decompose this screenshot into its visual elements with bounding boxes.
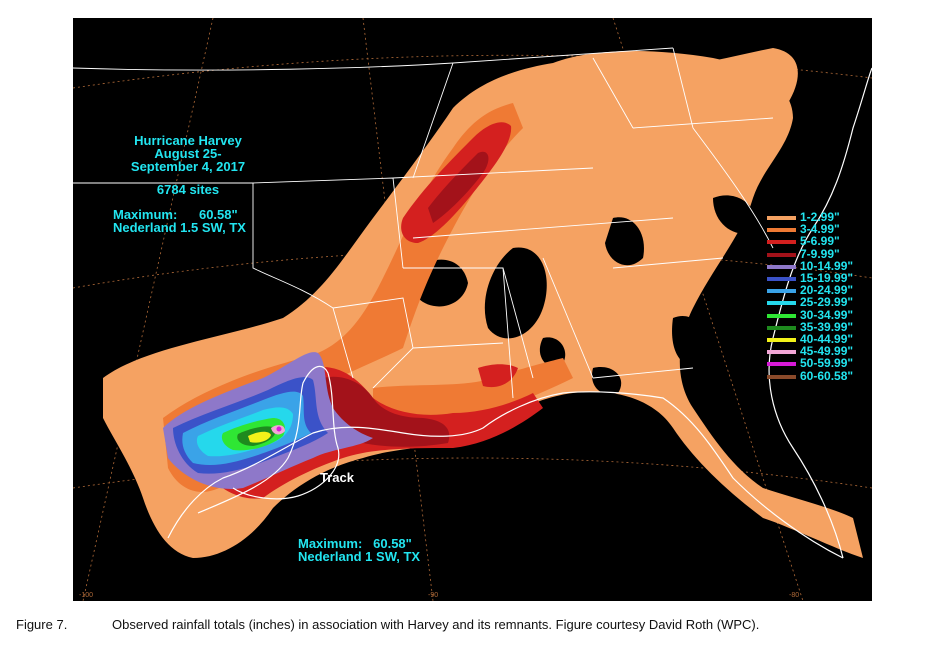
legend-swatch <box>767 362 796 367</box>
legend-item: 1-2.99" <box>767 210 872 224</box>
legend-label: 50-59.99" <box>800 356 854 371</box>
legend-item: 20-24.99" <box>767 283 872 298</box>
map-title: Hurricane Harvey August 25- September 4,… <box>113 134 263 173</box>
legend-item: 40-44.99" <box>767 332 872 346</box>
legend-label: 40-44.99" <box>800 332 854 346</box>
rain-band-3-5-gulf <box>373 358 573 434</box>
rain-band-5-7-al <box>478 364 518 388</box>
legend-item: 45-49.99" <box>767 344 872 359</box>
legend-swatch <box>767 325 796 330</box>
maximum-bottom-line-1: Maximum: 60.58" <box>298 536 412 551</box>
legend-item: 50-59.99" <box>767 356 872 371</box>
lon-tick-100: -100 <box>79 592 94 599</box>
state-borders <box>73 47 774 399</box>
legend-label: 10-14.99" <box>800 258 854 273</box>
legend-swatch <box>767 216 796 220</box>
rainfall-map-graphic <box>73 18 872 601</box>
map-title-line-3: September 4, 2017 <box>130 159 246 174</box>
legend-item: 10-14.99" <box>767 258 872 273</box>
legend-label: 30-34.99" <box>800 307 854 322</box>
legend-item: 25-29.99" <box>767 295 872 310</box>
lon-tick-90: -90 <box>428 592 439 599</box>
rain-band-1-3-north <box>513 48 798 118</box>
maximum-top-line-2: Nederland 1.5 SW, TX <box>113 220 246 235</box>
legend-swatch <box>767 264 796 269</box>
legend-label: 15-19.99" <box>800 271 854 285</box>
maximum-top-line-1: Maximum: 60.58" <box>113 207 238 222</box>
legend-swatch <box>767 313 796 318</box>
legend-label: 60-60.58" <box>800 368 854 383</box>
rain-band-7-10-tn <box>428 151 489 223</box>
legend-item: 5-6.99" <box>767 234 872 249</box>
legend-swatch <box>767 374 796 379</box>
lon-tick-80: -80 <box>789 592 800 599</box>
maximum-bottom-line-2: Nederland 1 SW, TX <box>298 549 421 564</box>
map-title-line-1: Hurricane Harvey <box>134 133 242 148</box>
legend-label: 35-39.99" <box>800 319 854 334</box>
legend-label: 1-2.99" <box>800 210 840 224</box>
figure-caption: Observed rainfall totals (inches) in ass… <box>112 617 760 632</box>
map-title-line-2: August 25- <box>154 146 222 161</box>
legend-swatch <box>767 277 796 281</box>
legend-item: 35-39.99" <box>767 319 872 334</box>
legend-swatch <box>767 338 796 342</box>
legend-swatch <box>767 240 796 245</box>
legend-item: 7-9.99" <box>767 246 872 261</box>
legend-item: 30-34.99" <box>767 307 872 322</box>
legend-label: 7-9.99" <box>800 246 840 261</box>
figure-label: Figure 7. <box>16 617 68 632</box>
legend-swatch <box>767 228 796 233</box>
legend-label: 3-4.99" <box>800 222 840 237</box>
legend-item: 60-60.58" <box>767 368 872 383</box>
rainfall-legend: 1-2.99" 3-4.99" 5-6.99" 7-9.99" 10-14.99" 15-… <box>767 210 872 383</box>
legend-swatch <box>767 252 796 257</box>
gulf-coastline <box>167 391 844 559</box>
legend-label: 5-6.99" <box>800 234 840 249</box>
rainfall-map: Hurricane Harvey August 25- September 4,… <box>73 18 872 601</box>
legend-swatch <box>767 301 796 306</box>
legend-label: 25-29.99" <box>800 295 854 310</box>
legend-item: 15-19.99" <box>767 271 872 285</box>
rain-band-40-45 <box>248 431 271 443</box>
dry-gaps <box>418 195 756 395</box>
legend-label: 45-49.99" <box>800 344 854 359</box>
rain-band-50-60 <box>276 426 282 432</box>
legend-label: 20-24.99" <box>800 283 854 298</box>
track-label: Track <box>320 470 354 485</box>
site-count: 6784 sites <box>156 182 220 197</box>
legend-item: 3-4.99" <box>767 222 872 237</box>
hurricane-track <box>197 365 340 514</box>
legend-swatch <box>767 289 796 294</box>
legend-swatch <box>767 350 796 355</box>
atlantic-coastline <box>768 67 872 559</box>
